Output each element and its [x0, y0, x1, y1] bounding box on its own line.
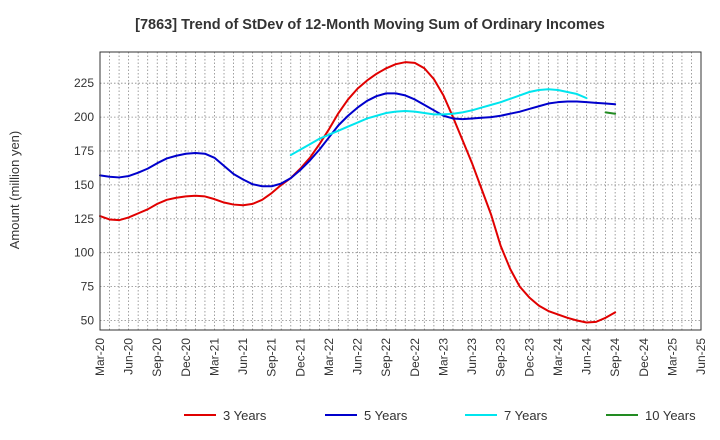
x-tick-label: Mar-23	[436, 338, 450, 376]
x-tick-label: Mar-25	[665, 338, 679, 376]
x-tick-label: Jun-21	[236, 338, 250, 375]
y-tick-label: 150	[74, 178, 94, 192]
x-tick-label: Mar-22	[322, 338, 336, 376]
x-tick-label: Jun-25	[694, 338, 708, 375]
x-tick-label: Dec-23	[522, 338, 536, 377]
x-tick-label: Jun-24	[580, 338, 594, 375]
x-tick-label: Dec-22	[408, 338, 422, 377]
y-tick-label: 100	[74, 246, 94, 260]
x-tick-label: Sep-23	[494, 338, 508, 377]
x-tick-label: Dec-20	[179, 338, 193, 377]
x-tick-label: Sep-24	[608, 338, 622, 377]
y-tick-label: 125	[74, 212, 94, 226]
x-tick-label: Mar-21	[207, 338, 221, 376]
x-tick-label: Sep-22	[379, 338, 393, 377]
x-tick-label: Sep-21	[265, 338, 279, 377]
legend-label-4: 10 Years	[645, 408, 696, 423]
series-line-3	[289, 88, 588, 157]
y-tick-label: 225	[74, 76, 94, 90]
x-tick-label: Dec-24	[637, 338, 651, 377]
legend-label-3: 7 Years	[504, 408, 548, 423]
series-line-4	[604, 111, 617, 115]
y-axis-label: Amount (million yen)	[7, 131, 22, 250]
y-tick-label: 200	[74, 110, 94, 124]
plot-area	[100, 52, 701, 330]
series-line-2	[99, 92, 617, 188]
y-axis-ticks: 50 75 100 125 150 175 200 225	[74, 76, 94, 327]
legend: 3 Years 5 Years 7 Years 10 Years	[184, 408, 696, 423]
x-tick-label: Jun-23	[465, 338, 479, 375]
x-tick-label: Jun-22	[351, 338, 365, 375]
x-tick-label: Dec-21	[293, 338, 307, 377]
legend-label-1: 3 Years	[223, 408, 267, 423]
series-line-1	[99, 61, 617, 324]
x-tick-label: Sep-20	[150, 338, 164, 377]
grid	[99, 52, 702, 330]
chart-title: [7863] Trend of StDev of 12-Month Moving…	[135, 17, 605, 33]
plot-frame	[99, 51, 702, 331]
x-tick-label: Mar-24	[551, 338, 565, 376]
x-axis-ticks: Mar-20 Jun-20 Sep-20 Dec-20 Mar-21 Jun-21 Sep-…	[93, 338, 708, 377]
legend-label-2: 5 Years	[364, 408, 408, 423]
x-tick-label: Mar-20	[93, 338, 107, 376]
y-tick-label: 75	[81, 280, 95, 294]
series-layer	[99, 61, 617, 324]
y-tick-label: 175	[74, 144, 94, 158]
y-tick-label: 50	[81, 314, 95, 328]
x-tick-label: Jun-20	[122, 338, 136, 375]
